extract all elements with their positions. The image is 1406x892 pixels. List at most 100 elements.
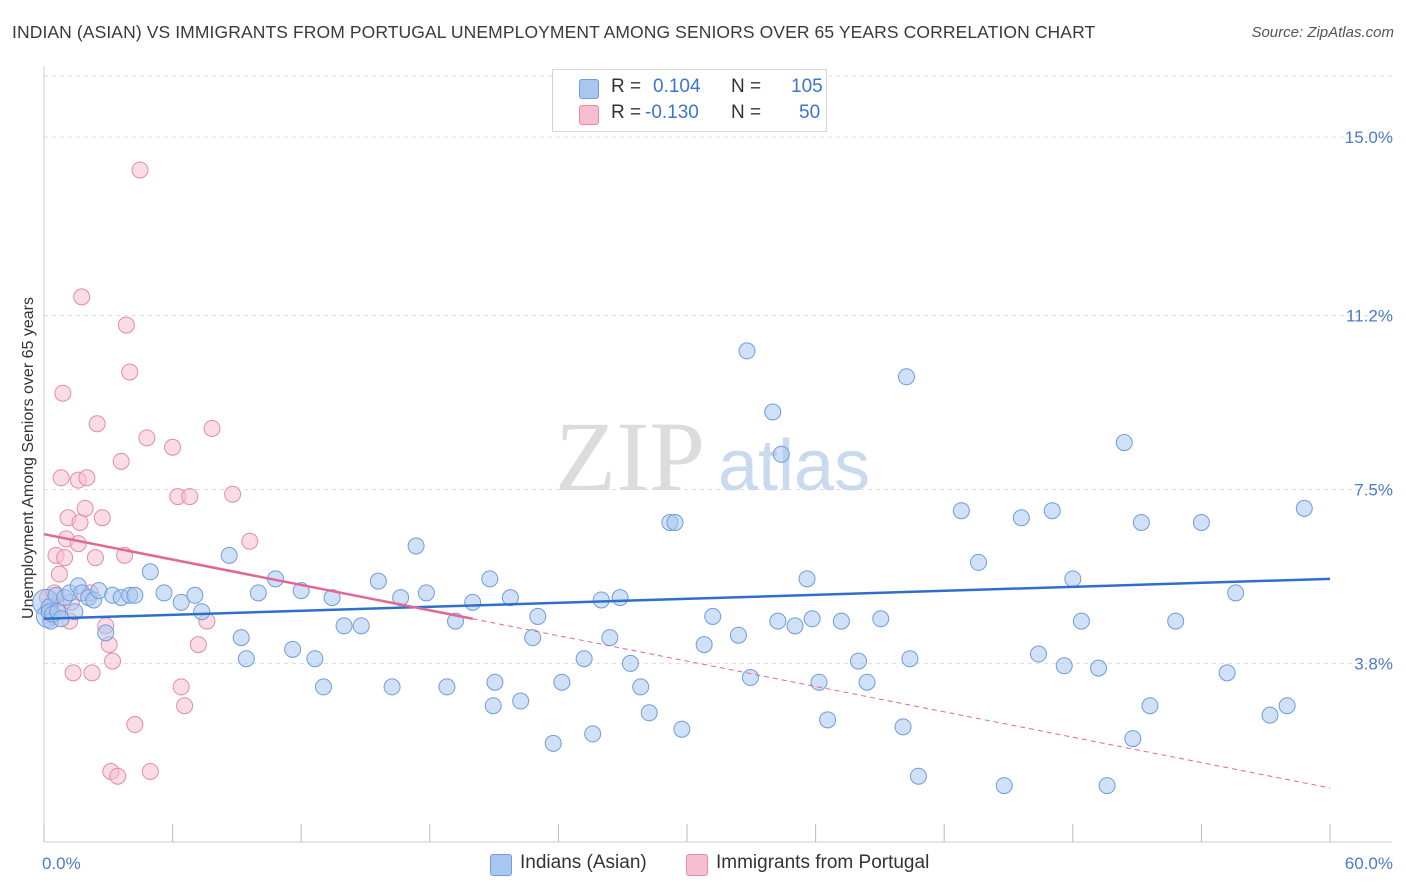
y-tick-labels: 3.8% 7.5% 11.2% 15.0% <box>1345 128 1393 673</box>
data-point-indians <box>1141 697 1159 715</box>
series-portugal-points <box>38 161 259 785</box>
chart-title: INDIAN (ASIAN) VS IMMIGRANTS FROM PORTUG… <box>12 22 1096 42</box>
data-point-indians <box>1055 657 1073 675</box>
data-point-indians <box>352 617 370 635</box>
legend-n-value: 50 <box>799 102 821 123</box>
data-point-indians <box>512 692 530 710</box>
bottom-legend-swatch-portugal <box>686 854 708 876</box>
data-point-indians <box>335 617 353 635</box>
data-point-portugal <box>76 499 94 517</box>
data-point-indians <box>383 678 401 696</box>
data-point-indians <box>1278 697 1296 715</box>
data-point-indians <box>1043 502 1061 520</box>
data-point-indians <box>126 586 144 604</box>
data-point-indians <box>484 697 502 715</box>
data-point-indians <box>849 652 867 670</box>
data-point-portugal <box>86 549 104 567</box>
data-point-indians <box>553 673 571 691</box>
data-point-portugal <box>181 488 199 506</box>
x-tick-label: 0.0% <box>42 854 81 873</box>
watermark-atlas-text: atlas <box>718 426 870 506</box>
data-point-indians <box>872 610 890 628</box>
data-point-indians <box>1218 664 1236 682</box>
x-tick-labels: 0.0% 60.0% <box>42 854 1393 873</box>
data-point-indians <box>464 593 482 611</box>
data-point-indians <box>1090 659 1108 677</box>
data-point-indians <box>1115 434 1133 452</box>
data-point-indians <box>417 584 435 602</box>
data-point-portugal <box>131 161 149 179</box>
data-point-indians <box>803 610 821 628</box>
data-point-portugal <box>176 697 194 715</box>
data-point-indians <box>995 777 1013 795</box>
data-point-indians <box>769 612 787 630</box>
data-point-portugal <box>73 288 91 306</box>
data-point-indians <box>1012 509 1030 527</box>
y-tick-label: 11.2% <box>1346 307 1393 326</box>
data-point-portugal <box>172 678 190 696</box>
data-point-indians <box>666 513 684 531</box>
data-point-indians <box>1098 777 1116 795</box>
data-point-indians <box>832 612 850 630</box>
data-point-indians <box>193 603 211 621</box>
data-point-indians <box>1261 706 1279 724</box>
data-point-indians <box>894 718 912 736</box>
data-point-portugal <box>203 419 221 437</box>
data-point-indians <box>621 654 639 672</box>
data-point-indians <box>284 640 302 658</box>
y-tick-label: 15.0% <box>1345 128 1393 147</box>
data-point-indians <box>901 650 919 668</box>
bottom-legend-swatch-indians <box>490 854 512 876</box>
data-point-portugal <box>78 469 96 487</box>
data-point-portugal <box>138 429 156 447</box>
trend-line-portugal <box>43 532 473 621</box>
data-point-indians <box>407 537 425 555</box>
data-point-portugal <box>126 716 144 734</box>
data-point-portugal <box>112 452 130 470</box>
data-point-indians <box>798 570 816 588</box>
data-point-portugal <box>56 549 74 567</box>
data-point-indians <box>1295 499 1313 517</box>
data-point-indians <box>323 589 341 607</box>
data-point-portugal <box>109 767 127 785</box>
trend-line-indians <box>43 577 1331 621</box>
y-axis-label: Unemployment Among Seniors over 65 years <box>20 297 37 619</box>
data-point-indians <box>704 607 722 625</box>
data-point-indians <box>909 767 927 785</box>
watermark-zip-text: ZIP <box>555 401 705 512</box>
data-point-portugal <box>141 763 159 781</box>
data-point-indians <box>172 593 190 611</box>
data-point-indians <box>237 650 255 668</box>
trend-line-portugal-extension <box>472 618 1331 789</box>
data-point-indians <box>1030 645 1048 663</box>
data-point-indians <box>1072 612 1090 630</box>
legend-r-value: 0.104 <box>653 76 701 97</box>
legend-n-label: N = <box>731 102 762 123</box>
data-point-indians <box>952 502 970 520</box>
data-point-indians <box>1192 513 1210 531</box>
data-point-portugal <box>117 316 135 334</box>
data-point-portugal <box>69 535 87 553</box>
data-point-indians <box>632 678 650 696</box>
data-point-portugal <box>93 509 111 527</box>
trend-lines <box>43 532 1331 789</box>
data-point-indians <box>1227 584 1245 602</box>
legend-swatch-indians <box>579 79 599 99</box>
data-point-indians <box>1064 570 1082 588</box>
data-point-indians <box>640 704 658 722</box>
series-indians-points <box>32 342 1313 795</box>
watermark: ZIP atlas <box>555 401 870 512</box>
data-point-indians <box>673 720 691 738</box>
data-point-indians <box>584 725 602 743</box>
data-point-indians <box>306 650 324 668</box>
data-point-indians <box>611 589 629 607</box>
data-point-indians <box>592 591 610 609</box>
y-tick-label: 3.8% <box>1354 654 1393 673</box>
source-credit: Source: ZipAtlas.com <box>1251 24 1394 41</box>
data-point-indians <box>969 553 987 571</box>
data-point-portugal <box>83 664 101 682</box>
data-point-indians <box>141 563 159 581</box>
data-point-indians <box>858 673 876 691</box>
data-point-indians <box>819 711 837 729</box>
